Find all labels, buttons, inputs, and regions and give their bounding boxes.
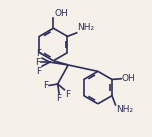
Text: NH₂: NH₂	[116, 105, 133, 114]
Text: F: F	[65, 90, 70, 99]
Text: F: F	[43, 81, 49, 90]
Text: OH: OH	[54, 9, 68, 18]
Text: F: F	[35, 58, 40, 67]
Text: F: F	[36, 49, 41, 58]
Text: F: F	[36, 67, 41, 75]
Text: OH: OH	[122, 74, 135, 83]
Text: NH₂: NH₂	[77, 23, 94, 32]
Text: F: F	[57, 94, 62, 103]
